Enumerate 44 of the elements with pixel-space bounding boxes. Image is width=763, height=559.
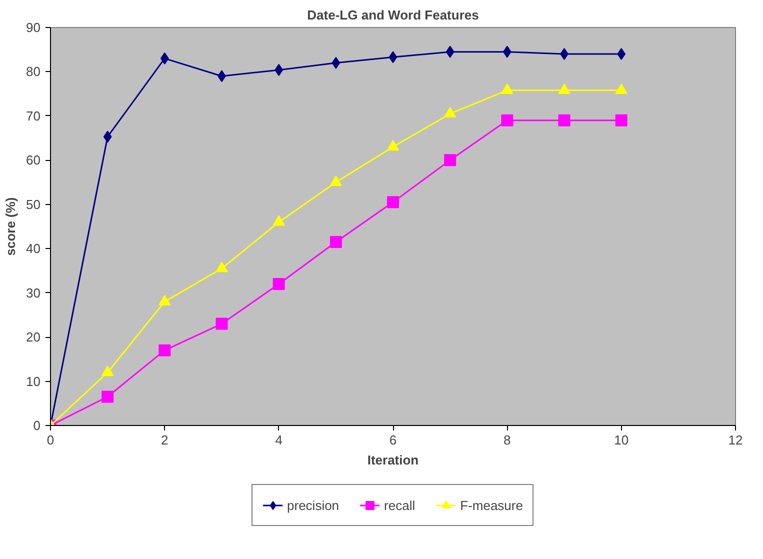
point (446, 46, 454, 58)
y-tick-label: 70 (26, 108, 41, 124)
y-tick-label: 90 (26, 20, 41, 35)
y-axis-title: score (%) (3, 197, 18, 256)
point (158, 294, 171, 306)
x-axis-title: Iteration (367, 452, 419, 468)
chart-title: Date-LG and Word Features (307, 8, 479, 22)
x-tick-label: 12 (728, 432, 743, 448)
y-tick-label: 60 (26, 152, 41, 168)
x-tick-label: 6 (389, 432, 397, 448)
point (387, 140, 399, 151)
point (332, 56, 340, 69)
y-tick-label: 50 (26, 196, 41, 212)
y-tick-label: 0 (33, 418, 41, 433)
point (272, 215, 285, 226)
x-tick-label: 2 (161, 432, 168, 448)
point (387, 196, 399, 208)
x-tick-label: 10 (614, 432, 629, 448)
point (216, 318, 228, 330)
point (272, 278, 285, 290)
legend-label: precision (287, 498, 340, 512)
y-tick-label: 10 (26, 374, 41, 389)
point (444, 154, 456, 166)
y-tick-label: 80 (26, 64, 41, 80)
point (102, 366, 114, 376)
y-tick-label: 20 (26, 330, 41, 345)
x-tick-label: 0 (46, 432, 54, 448)
y-tick-label: 30 (26, 285, 41, 300)
point (103, 130, 112, 143)
legend-label: F-measure (460, 498, 523, 512)
point (501, 114, 514, 126)
x-tick-label: 8 (504, 432, 511, 448)
point (388, 51, 398, 64)
point (158, 344, 171, 356)
point (216, 262, 228, 272)
point (615, 114, 628, 126)
legend-label: recall (384, 498, 416, 512)
y-tick-label: 40 (26, 241, 41, 256)
point (102, 390, 114, 403)
point (444, 106, 456, 118)
point (558, 114, 570, 126)
point (330, 236, 342, 248)
x-tick-label: 4 (275, 432, 282, 448)
point (330, 175, 342, 186)
